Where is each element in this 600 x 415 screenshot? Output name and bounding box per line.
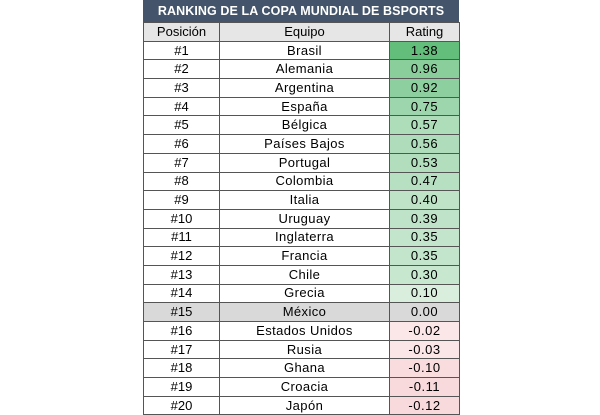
table-row: #12 Francia 0.35 [143,246,460,266]
table-row: #9 Italia 0.40 [143,190,460,210]
table-row: #2 Alemania 0.96 [143,59,460,80]
position-cell: #18 [143,358,220,379]
rating-cell: 0.10 [389,284,460,304]
team-cell: Chile [219,265,390,285]
rating-cell: 0.35 [389,228,460,248]
position-cell: #1 [143,41,220,61]
table-row: #20 Japón -0.12 [143,396,460,415]
ranking-table: Posición Equipo Rating #1 Brasil 1.38 #2 Ale… [143,22,460,415]
rating-cell: 1.38 [389,41,460,61]
position-cell: #15 [143,302,220,322]
table-row: #4 España 0.75 [143,97,460,117]
position-cell: #14 [143,284,220,304]
team-cell: Bélgica [219,115,390,136]
team-cell: Brasil [219,41,390,61]
team-cell: México [219,302,390,322]
table-row: #17 Rusia -0.03 [143,340,460,360]
position-cell: #9 [143,190,220,210]
ranking-sheet: RANKING DE LA COPA MUNDIAL DE BSPORTS Po… [143,0,460,415]
rating-cell: 0.56 [389,134,460,154]
position-cell: #5 [143,115,220,136]
sheet-title: RANKING DE LA COPA MUNDIAL DE BSPORTS [143,0,459,22]
team-cell: Estados Unidos [219,321,390,341]
table-row: #1 Brasil 1.38 [143,41,460,61]
position-cell: #12 [143,246,220,266]
team-cell: Francia [219,246,390,266]
team-cell: Portugal [219,153,390,173]
rating-cell: 0.96 [389,59,460,80]
rating-cell: 0.47 [389,172,460,192]
table-row: #16 Estados Unidos -0.02 [143,321,460,341]
team-cell: Croacia [219,377,390,397]
position-cell: #4 [143,97,220,117]
column-header-rating: Rating [389,22,460,42]
table-row: #13 Chile 0.30 [143,265,460,285]
ranking-body: #1 Brasil 1.38 #2 Alemania 0.96 #3 Argentina 0.9… [143,41,460,415]
column-header-team: Equipo [219,22,390,42]
position-cell: #17 [143,340,220,360]
team-cell: España [219,97,390,117]
table-row: #3 Argentina 0.92 [143,78,460,98]
rating-cell: -0.12 [389,396,460,415]
rating-cell: -0.10 [389,358,460,379]
team-cell: Uruguay [219,208,390,229]
team-cell: Japón [219,396,390,415]
rating-cell: 0.35 [389,246,460,266]
position-cell: #19 [143,377,220,397]
column-header-position: Posición [143,22,220,42]
position-cell: #13 [143,265,220,285]
table-row: #14 Grecia 0.10 [143,284,460,304]
table-row: #15 México 0.00 [143,302,460,322]
team-cell: Colombia [219,172,390,192]
team-cell: Argentina [219,78,390,98]
rating-cell: 0.92 [389,78,460,98]
position-cell: #8 [143,172,220,192]
table-row: #11 Inglaterra 0.35 [143,228,460,248]
table-row: #8 Colombia 0.47 [143,172,460,192]
rating-cell: 0.40 [389,190,460,210]
table-row: #10 Uruguay 0.39 [143,208,460,229]
table-row: #19 Croacia -0.11 [143,377,460,397]
position-cell: #6 [143,134,220,154]
team-cell: Países Bajos [219,134,390,154]
team-cell: Ghana [219,358,390,379]
team-cell: Grecia [219,284,390,304]
position-cell: #2 [143,59,220,80]
rating-cell: 0.30 [389,265,460,285]
table-row: #5 Bélgica 0.57 [143,115,460,136]
position-cell: #10 [143,208,220,229]
rating-cell: 0.00 [389,302,460,322]
table-row: #7 Portugal 0.53 [143,153,460,173]
rating-cell: 0.75 [389,97,460,117]
header-row: Posición Equipo Rating [143,22,460,42]
rating-cell: -0.11 [389,377,460,397]
rating-cell: -0.02 [389,321,460,341]
table-row: #18 Ghana -0.10 [143,358,460,379]
team-cell: Inglaterra [219,228,390,248]
team-cell: Alemania [219,59,390,80]
table-row: #6 Países Bajos 0.56 [143,134,460,154]
position-cell: #11 [143,228,220,248]
position-cell: #16 [143,321,220,341]
team-cell: Rusia [219,340,390,360]
rating-cell: 0.39 [389,208,460,229]
position-cell: #20 [143,396,220,415]
rating-cell: 0.53 [389,153,460,173]
team-cell: Italia [219,190,390,210]
rating-cell: -0.03 [389,340,460,360]
position-cell: #7 [143,153,220,173]
position-cell: #3 [143,78,220,98]
rating-cell: 0.57 [389,115,460,136]
